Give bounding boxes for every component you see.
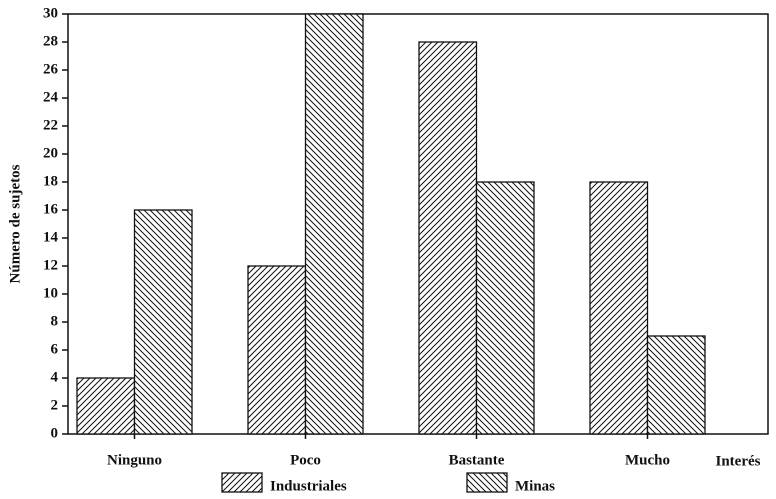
legend-label: Industriales bbox=[270, 478, 347, 494]
y-tick-label: 18 bbox=[43, 173, 58, 189]
legend-label: Minas bbox=[515, 478, 555, 494]
y-tick-label: 20 bbox=[43, 145, 58, 161]
x-tick-label: Mucho bbox=[625, 452, 670, 468]
x-tick-label: Poco bbox=[290, 452, 321, 468]
y-tick-label: 22 bbox=[43, 117, 58, 133]
y-tick-label: 10 bbox=[43, 285, 58, 301]
bar bbox=[304, 13, 364, 435]
y-tick-label: 28 bbox=[43, 33, 58, 49]
bar bbox=[247, 265, 307, 435]
y-axis-label: Número de sujetos bbox=[7, 164, 23, 283]
legend-swatch bbox=[221, 472, 263, 493]
bar bbox=[589, 181, 649, 435]
bar bbox=[475, 181, 535, 435]
legend-swatch bbox=[466, 472, 508, 493]
bar bbox=[646, 335, 706, 435]
x-tick-label: Bastante bbox=[449, 452, 505, 468]
y-tick-label: 26 bbox=[43, 61, 59, 77]
x-tick-label: Ninguno bbox=[107, 452, 162, 468]
y-tick-label: 16 bbox=[43, 201, 59, 217]
y-tick-label: 12 bbox=[43, 257, 58, 273]
bar bbox=[76, 377, 136, 435]
y-tick-label: 8 bbox=[51, 313, 59, 329]
x-axis-label: Interés bbox=[716, 453, 761, 469]
y-tick-label: 14 bbox=[43, 229, 59, 245]
y-tick-label: 30 bbox=[43, 5, 58, 21]
y-tick-label: 2 bbox=[51, 397, 59, 413]
y-tick-label: 4 bbox=[51, 369, 59, 385]
y-tick-label: 24 bbox=[43, 89, 59, 105]
y-tick-label: 6 bbox=[51, 341, 59, 357]
bar bbox=[133, 209, 193, 435]
plot-frame bbox=[67, 13, 769, 435]
y-tick-label: 0 bbox=[51, 425, 59, 441]
bar bbox=[418, 41, 478, 435]
